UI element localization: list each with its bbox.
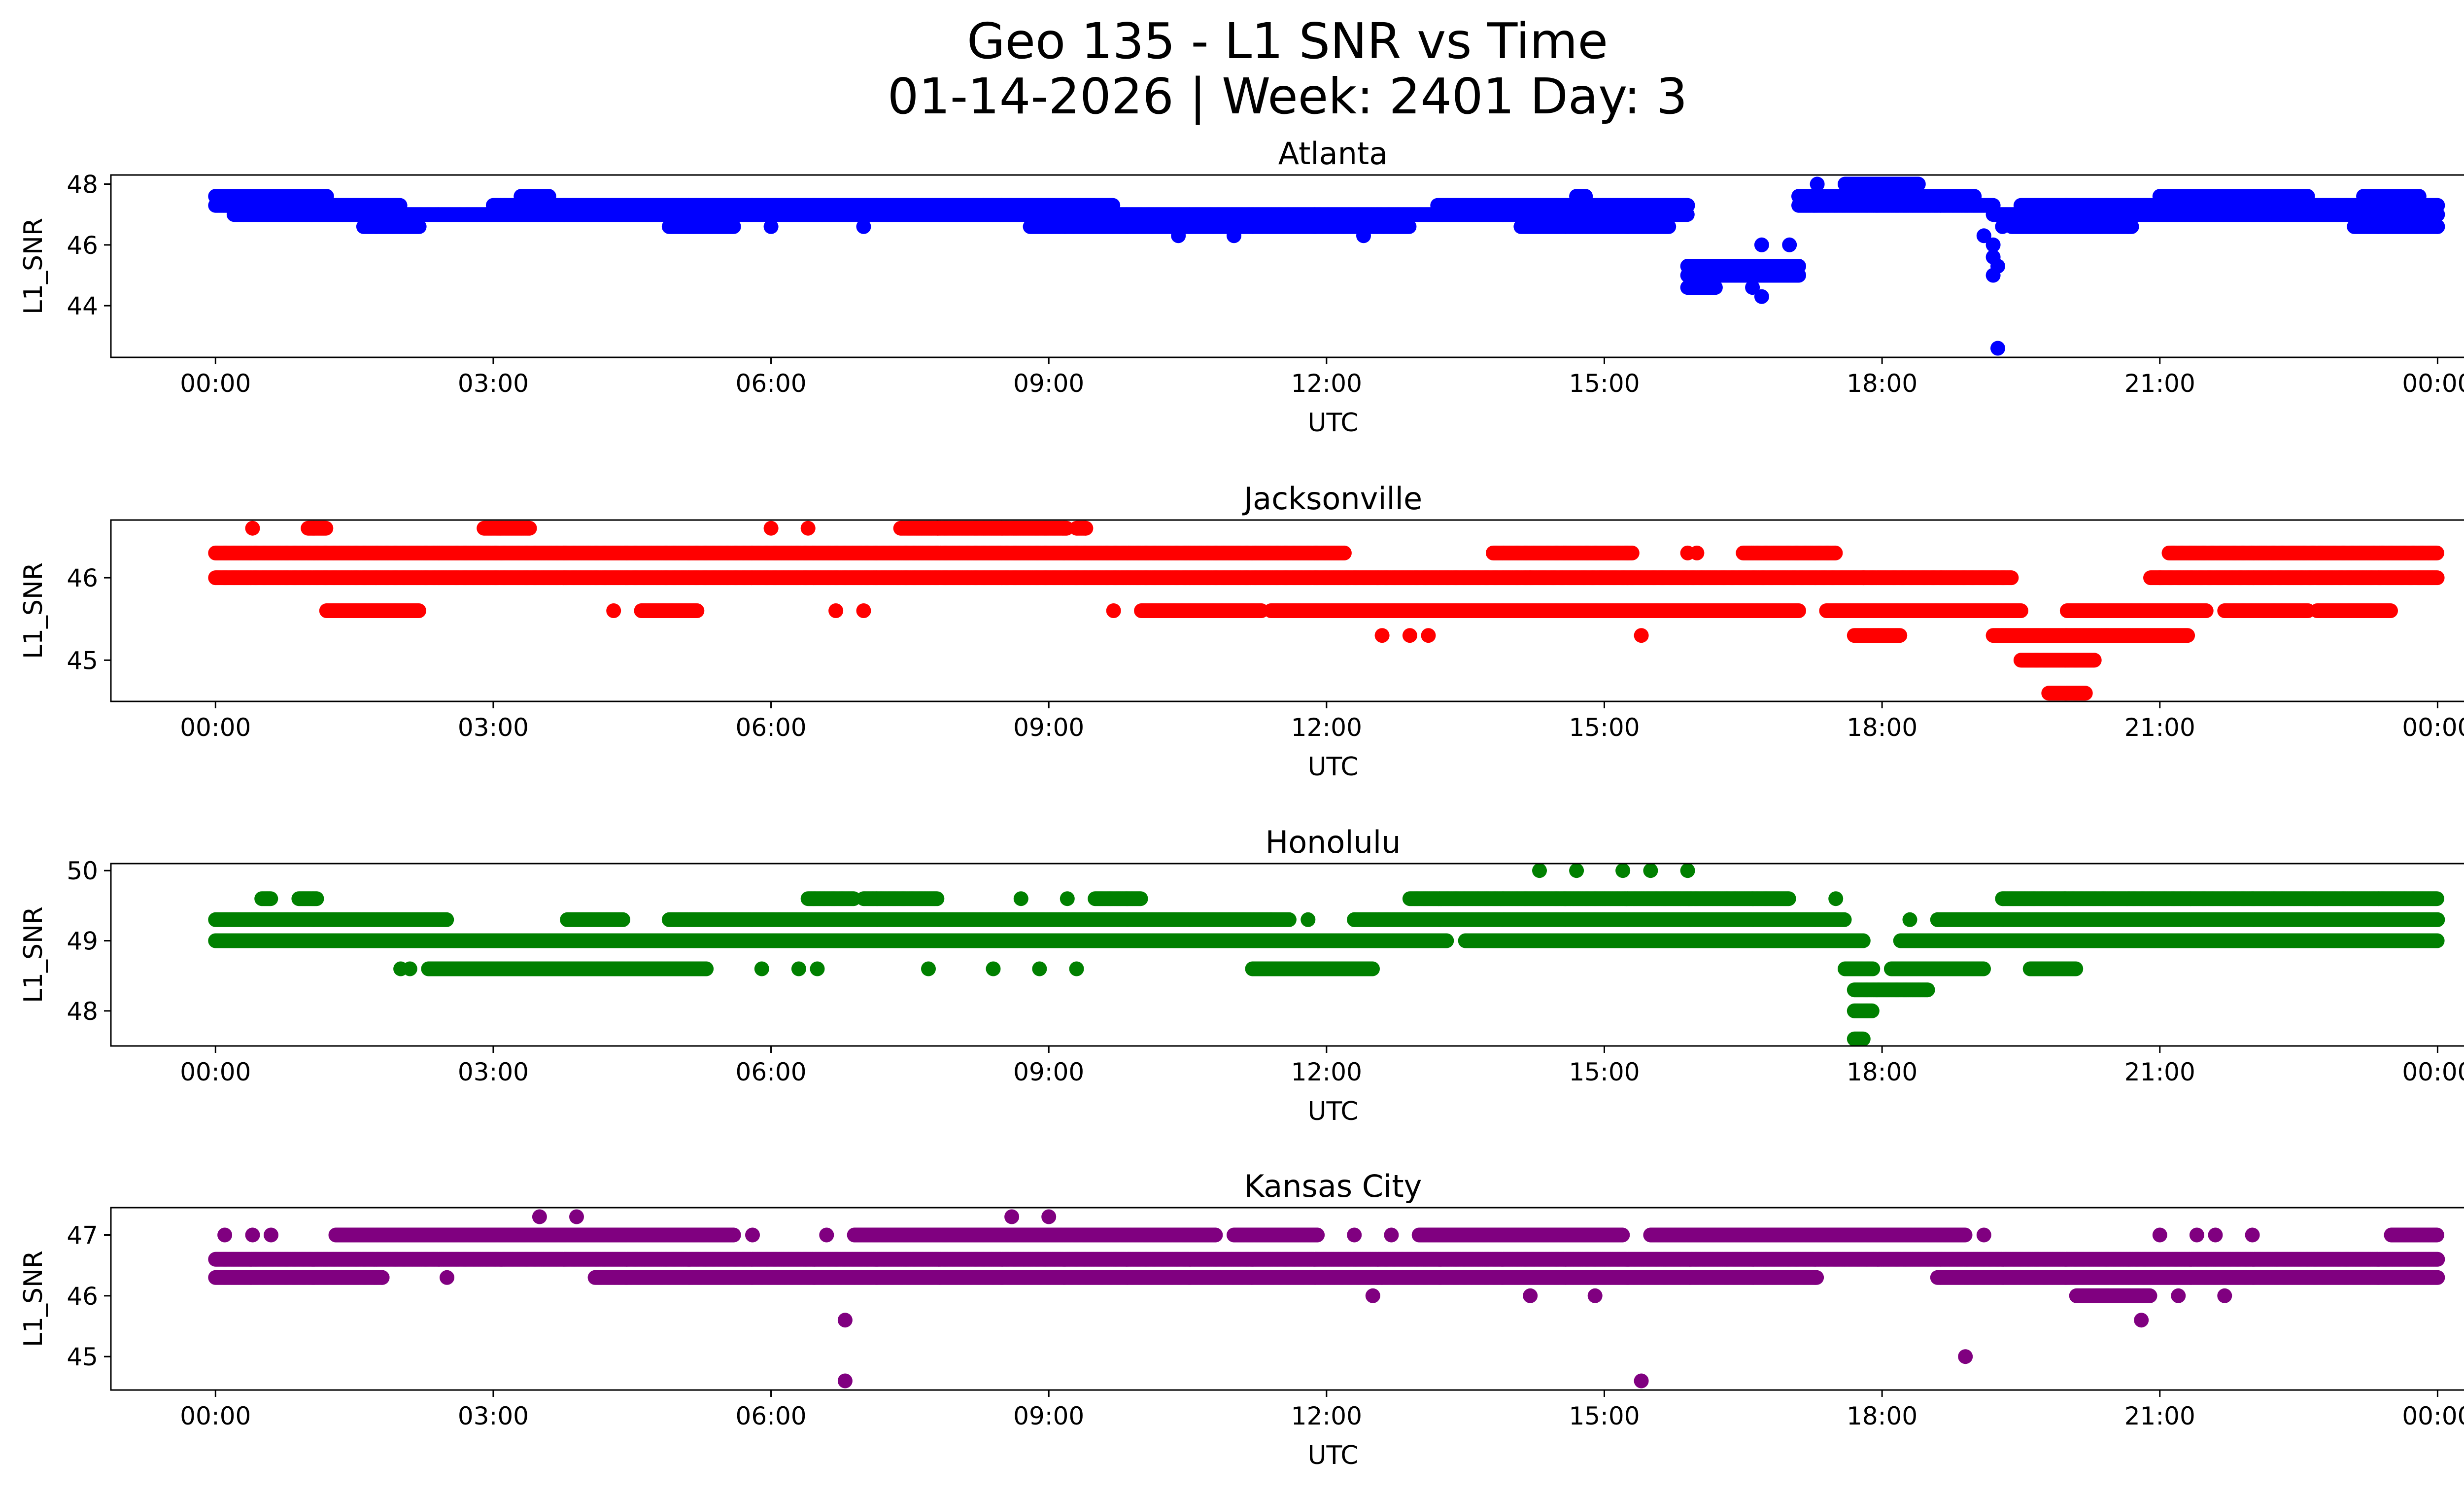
data-point — [1810, 176, 1825, 192]
x-tick-label: 09:00 — [1013, 369, 1084, 398]
data-point — [1171, 228, 1186, 243]
data-point — [1661, 219, 1677, 234]
data-point — [1782, 237, 1797, 252]
y-tick-label: 46 — [67, 231, 98, 260]
x-axis-label: UTC — [1307, 408, 1358, 438]
x-tick-label: 21:00 — [2124, 369, 2195, 398]
x-tick-label: 00:00 — [180, 369, 251, 398]
y-axis-label: L1_SNR — [19, 218, 48, 314]
data-point — [1995, 219, 2010, 234]
data-point — [1402, 219, 1417, 234]
data-point — [1985, 268, 2001, 283]
data-point — [726, 219, 741, 234]
x-tick-label: 06:00 — [736, 369, 807, 398]
data-point — [1227, 228, 1241, 243]
subplot-title: Atlanta — [1278, 136, 1388, 172]
data-point — [411, 219, 427, 234]
figure-title-line-1: Geo 135 - L1 SNR vs Time — [0, 17, 2464, 66]
scatter-series — [208, 521, 2445, 701]
x-tick-label: 12:00 — [1291, 369, 1362, 398]
data-point — [1754, 289, 1769, 304]
data-point — [856, 219, 871, 234]
data-point — [1708, 280, 1723, 295]
y-tick-label: 48 — [67, 171, 98, 199]
scatter-series — [208, 176, 2445, 356]
x-tick-label: 15:00 — [1569, 369, 1640, 398]
x-tick-label: 03:00 — [458, 369, 529, 398]
x-tick-label: 18:00 — [1847, 369, 1917, 398]
data-point — [1791, 268, 1806, 283]
data-point — [1990, 341, 2005, 356]
subplot-1: Atlanta 00:00 03:00 06:00 09:00 12:00 15:00 18:… — [19, 136, 2464, 438]
data-point — [2430, 219, 2445, 234]
data-point — [1911, 176, 1926, 192]
y-tick-label: 44 — [67, 292, 98, 320]
data-point — [1754, 237, 1769, 252]
data-point — [763, 219, 779, 234]
figure-title-line-2: 01-14-2026 | Week: 2401 Day: 3 — [0, 72, 2464, 121]
data-point — [236, 207, 251, 222]
x-tick-label: 00:00 — [2402, 369, 2464, 398]
subplot-title: Jacksonville — [1242, 481, 1422, 517]
data-point — [2124, 219, 2139, 234]
data-point — [1356, 228, 1371, 243]
data-point — [1679, 207, 1695, 222]
